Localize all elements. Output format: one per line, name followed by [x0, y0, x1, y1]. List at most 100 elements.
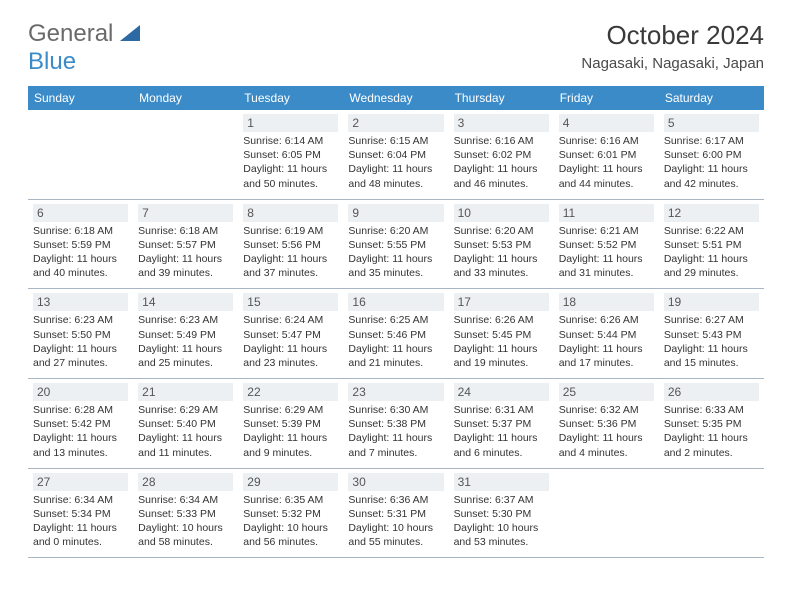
day-number: 6	[33, 204, 128, 222]
logo-triangle-icon	[120, 20, 140, 48]
logo: General Blue	[28, 20, 140, 76]
day-details: Sunrise: 6:25 AMSunset: 5:46 PMDaylight:…	[348, 313, 443, 370]
day-details: Sunrise: 6:26 AMSunset: 5:44 PMDaylight:…	[559, 313, 654, 370]
day-details: Sunrise: 6:18 AMSunset: 5:57 PMDaylight:…	[138, 224, 233, 281]
day-details: Sunrise: 6:33 AMSunset: 5:35 PMDaylight:…	[664, 403, 759, 460]
calendar-cell: 4 Sunrise: 6:16 AMSunset: 6:01 PMDaylight…	[554, 110, 659, 199]
day-number: 16	[348, 293, 443, 311]
calendar-cell: 15 Sunrise: 6:24 AMSunset: 5:47 PMDayligh…	[238, 289, 343, 379]
day-number: 20	[33, 383, 128, 401]
day-details: Sunrise: 6:29 AMSunset: 5:40 PMDaylight:…	[138, 403, 233, 460]
title-block: October 2024 Nagasaki, Nagasaki, Japan	[581, 20, 764, 72]
day-details: Sunrise: 6:28 AMSunset: 5:42 PMDaylight:…	[33, 403, 128, 460]
calendar-cell: 27 Sunrise: 6:34 AMSunset: 5:34 PMDayligh…	[28, 468, 133, 558]
day-number: 4	[559, 114, 654, 132]
calendar-cell: 5 Sunrise: 6:17 AMSunset: 6:00 PMDaylight…	[659, 110, 764, 199]
calendar-cell	[133, 110, 238, 199]
logo-word-a: General	[28, 20, 113, 47]
calendar-table: SundayMondayTuesdayWednesdayThursdayFrid…	[28, 86, 764, 558]
day-number: 12	[664, 204, 759, 222]
day-number: 24	[454, 383, 549, 401]
calendar-cell: 31 Sunrise: 6:37 AMSunset: 5:30 PMDayligh…	[449, 468, 554, 558]
calendar-cell: 7 Sunrise: 6:18 AMSunset: 5:57 PMDaylight…	[133, 199, 238, 289]
calendar-cell: 8Sunrise: 6:19 AMSunset: 5:56 PMDaylight…	[238, 199, 343, 289]
calendar-cell: 17Sunrise: 6:26 AMSunset: 5:45 PMDayligh…	[449, 289, 554, 379]
day-number: 25	[559, 383, 654, 401]
day-details: Sunrise: 6:23 AMSunset: 5:49 PMDaylight:…	[138, 313, 233, 370]
calendar-cell: 2 Sunrise: 6:15 AMSunset: 6:04 PMDaylight…	[343, 110, 448, 199]
calendar-cell: 11 Sunrise: 6:21 AMSunset: 5:52 PMDayligh…	[554, 199, 659, 289]
day-number: 1	[243, 114, 338, 132]
day-details: Sunrise: 6:24 AMSunset: 5:47 PMDaylight:…	[243, 313, 338, 370]
calendar-cell: 23Sunrise: 6:30 AMSunset: 5:38 PMDayligh…	[343, 379, 448, 469]
weekday-header: Thursday	[449, 86, 554, 110]
day-number: 22	[243, 383, 338, 401]
day-number: 7	[138, 204, 233, 222]
day-details: Sunrise: 6:32 AMSunset: 5:36 PMDaylight:…	[559, 403, 654, 460]
day-number: 10	[454, 204, 549, 222]
calendar-row: 6 Sunrise: 6:18 AMSunset: 5:59 PMDaylight…	[28, 199, 764, 289]
calendar-cell: 20 Sunrise: 6:28 AMSunset: 5:42 PMDayligh…	[28, 379, 133, 469]
calendar-cell: 13Sunrise: 6:23 AMSunset: 5:50 PMDayligh…	[28, 289, 133, 379]
calendar-cell: 25 Sunrise: 6:32 AMSunset: 5:36 PMDayligh…	[554, 379, 659, 469]
calendar-page: General Blue October 2024 Nagasaki, Naga…	[0, 0, 792, 578]
weekday-header: Wednesday	[343, 86, 448, 110]
logo-word-b: Blue	[28, 48, 76, 75]
day-details: Sunrise: 6:34 AMSunset: 5:34 PMDaylight:…	[33, 493, 128, 550]
day-details: Sunrise: 6:14 AMSunset: 6:05 PMDaylight:…	[243, 134, 338, 191]
day-details: Sunrise: 6:16 AMSunset: 6:01 PMDaylight:…	[559, 134, 654, 191]
day-number: 11	[559, 204, 654, 222]
location: Nagasaki, Nagasaki, Japan	[581, 55, 764, 72]
day-details: Sunrise: 6:36 AMSunset: 5:31 PMDaylight:…	[348, 493, 443, 550]
day-number: 26	[664, 383, 759, 401]
day-number: 13	[33, 293, 128, 311]
weekday-header: Saturday	[659, 86, 764, 110]
header-row: General Blue October 2024 Nagasaki, Naga…	[28, 20, 764, 76]
day-details: Sunrise: 6:15 AMSunset: 6:04 PMDaylight:…	[348, 134, 443, 191]
calendar-cell: 3Sunrise: 6:16 AMSunset: 6:02 PMDaylight…	[449, 110, 554, 199]
calendar-row: 20 Sunrise: 6:28 AMSunset: 5:42 PMDayligh…	[28, 379, 764, 469]
calendar-cell	[659, 468, 764, 558]
weekday-header-row: SundayMondayTuesdayWednesdayThursdayFrid…	[28, 86, 764, 110]
day-number: 27	[33, 473, 128, 491]
day-details: Sunrise: 6:34 AMSunset: 5:33 PMDaylight:…	[138, 493, 233, 550]
day-number: 8	[243, 204, 338, 222]
day-number: 17	[454, 293, 549, 311]
calendar-cell: 18 Sunrise: 6:26 AMSunset: 5:44 PMDayligh…	[554, 289, 659, 379]
calendar-cell: 12 Sunrise: 6:22 AMSunset: 5:51 PMDayligh…	[659, 199, 764, 289]
day-number: 19	[664, 293, 759, 311]
calendar-cell: 30 Sunrise: 6:36 AMSunset: 5:31 PMDayligh…	[343, 468, 448, 558]
calendar-cell: 14Sunrise: 6:23 AMSunset: 5:49 PMDayligh…	[133, 289, 238, 379]
day-number: 9	[348, 204, 443, 222]
calendar-cell: 9Sunrise: 6:20 AMSunset: 5:55 PMDaylight…	[343, 199, 448, 289]
day-details: Sunrise: 6:18 AMSunset: 5:59 PMDaylight:…	[33, 224, 128, 281]
calendar-body: 1 Sunrise: 6:14 AMSunset: 6:05 PMDaylight…	[28, 110, 764, 558]
day-details: Sunrise: 6:31 AMSunset: 5:37 PMDaylight:…	[454, 403, 549, 460]
day-details: Sunrise: 6:22 AMSunset: 5:51 PMDaylight:…	[664, 224, 759, 281]
day-details: Sunrise: 6:37 AMSunset: 5:30 PMDaylight:…	[454, 493, 549, 550]
day-details: Sunrise: 6:21 AMSunset: 5:52 PMDaylight:…	[559, 224, 654, 281]
day-number: 15	[243, 293, 338, 311]
day-number: 30	[348, 473, 443, 491]
calendar-cell	[28, 110, 133, 199]
day-details: Sunrise: 6:16 AMSunset: 6:02 PMDaylight:…	[454, 134, 549, 191]
calendar-cell: 29Sunrise: 6:35 AMSunset: 5:32 PMDayligh…	[238, 468, 343, 558]
day-details: Sunrise: 6:17 AMSunset: 6:00 PMDaylight:…	[664, 134, 759, 191]
day-number: 2	[348, 114, 443, 132]
month-title: October 2024	[581, 20, 764, 51]
day-details: Sunrise: 6:27 AMSunset: 5:43 PMDaylight:…	[664, 313, 759, 370]
calendar-cell: 16 Sunrise: 6:25 AMSunset: 5:46 PMDayligh…	[343, 289, 448, 379]
calendar-cell: 26 Sunrise: 6:33 AMSunset: 5:35 PMDayligh…	[659, 379, 764, 469]
day-number: 18	[559, 293, 654, 311]
weekday-header: Tuesday	[238, 86, 343, 110]
calendar-cell	[554, 468, 659, 558]
calendar-cell: 6 Sunrise: 6:18 AMSunset: 5:59 PMDaylight…	[28, 199, 133, 289]
day-number: 5	[664, 114, 759, 132]
day-details: Sunrise: 6:29 AMSunset: 5:39 PMDaylight:…	[243, 403, 338, 460]
calendar-cell: 1 Sunrise: 6:14 AMSunset: 6:05 PMDaylight…	[238, 110, 343, 199]
day-number: 31	[454, 473, 549, 491]
calendar-cell: 21Sunrise: 6:29 AMSunset: 5:40 PMDayligh…	[133, 379, 238, 469]
calendar-cell: 28Sunrise: 6:34 AMSunset: 5:33 PMDayligh…	[133, 468, 238, 558]
calendar-row: 13Sunrise: 6:23 AMSunset: 5:50 PMDayligh…	[28, 289, 764, 379]
weekday-header: Friday	[554, 86, 659, 110]
